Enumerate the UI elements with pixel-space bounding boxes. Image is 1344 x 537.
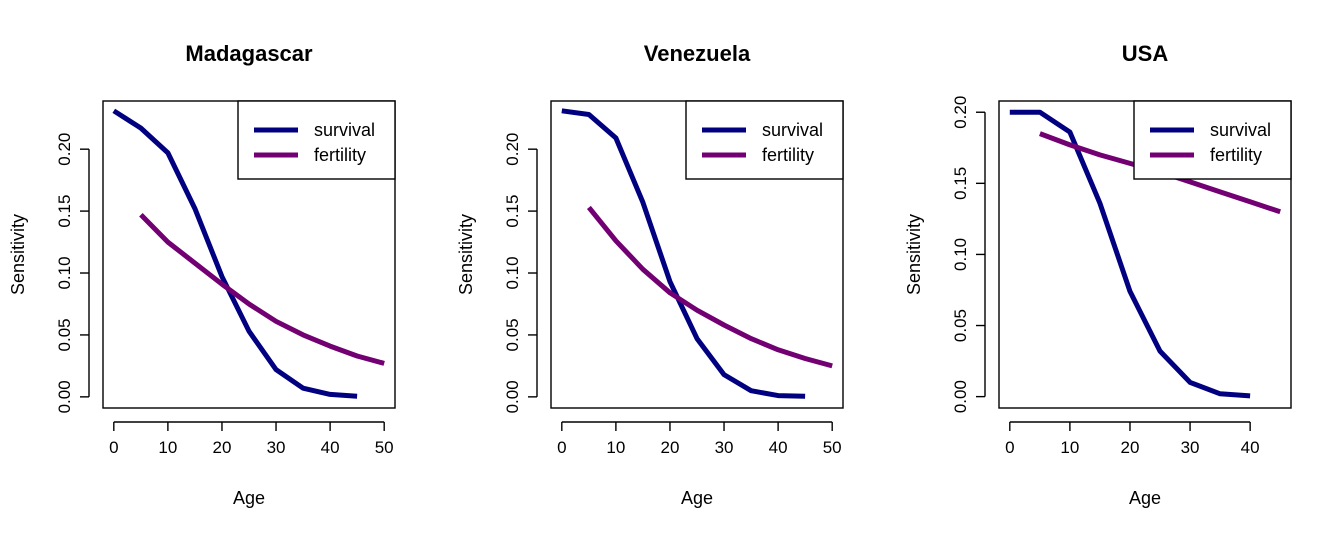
y-tick-label: 0.00 <box>503 380 522 413</box>
legend-box <box>685 100 844 180</box>
chart-panel-1: Madagascar 0 10 20 30 40 50 0.00 0.05 0.10 0.15 0.2… <box>8 41 396 508</box>
x-tick-label: 30 <box>267 438 286 457</box>
x-axis-label: Age <box>1129 488 1161 508</box>
legend-label-survival: survival <box>762 120 823 140</box>
x-tick-label: 0 <box>1005 438 1014 457</box>
x-tick-label: 20 <box>1121 438 1140 457</box>
legend-label-fertility: fertility <box>762 145 814 165</box>
x-tick-label: 0 <box>557 438 566 457</box>
x-tick-label: 50 <box>375 438 394 457</box>
series-line-fertility <box>139 213 385 366</box>
y-tick-label: 0.05 <box>951 309 970 342</box>
x-tick-label: 10 <box>1060 438 1079 457</box>
x-tick-label: 10 <box>606 438 625 457</box>
x-tick-label: 30 <box>715 438 734 457</box>
x-tick-label: 0 <box>109 438 118 457</box>
y-tick-label: 0.15 <box>55 195 74 228</box>
y-tick-label: 0.10 <box>55 256 74 289</box>
x-tick-label: 20 <box>661 438 680 457</box>
x-tick-label: 30 <box>1181 438 1200 457</box>
series-line-survival <box>561 108 806 399</box>
series-line-survival <box>1009 109 1251 399</box>
legend: survival fertility <box>685 100 844 180</box>
series-line-survival <box>112 108 358 399</box>
y-tick-label: 0.10 <box>503 256 522 289</box>
legend-label-survival: survival <box>314 120 375 140</box>
x-tick-label: 50 <box>823 438 842 457</box>
legend-label-survival: survival <box>1210 120 1271 140</box>
y-axis-label: Sensitivity <box>8 214 28 295</box>
series-line-fertility <box>586 205 833 369</box>
legend: survival fertility <box>1133 100 1292 180</box>
y-tick-label: 0.20 <box>951 96 970 129</box>
legend-label-fertility: fertility <box>1210 145 1262 165</box>
y-tick-label: 0.05 <box>503 318 522 351</box>
chart-title: Venezuela <box>644 41 751 66</box>
y-tick-label: 0.15 <box>503 195 522 228</box>
chart-panel-3: USA 0 10 20 30 40 0.00 0.05 0.10 0.15 0.20 Age Sensi… <box>904 41 1292 508</box>
x-tick-label: 20 <box>213 438 232 457</box>
y-tick-label: 0.10 <box>951 238 970 271</box>
x-tick-label: 40 <box>769 438 788 457</box>
y-tick-label: 0.00 <box>55 380 74 413</box>
y-tick-label: 0.00 <box>951 380 970 413</box>
y-axis-label: Sensitivity <box>456 214 476 295</box>
legend-box <box>1133 100 1292 180</box>
y-axis-label: Sensitivity <box>904 214 924 295</box>
y-tick-label: 0.20 <box>55 133 74 166</box>
y-tick-label: 0.05 <box>55 318 74 351</box>
x-tick-label: 40 <box>1241 438 1260 457</box>
x-tick-label: 10 <box>158 438 177 457</box>
chart-title: USA <box>1122 41 1169 66</box>
x-tick-label: 40 <box>321 438 340 457</box>
legend-box <box>237 100 396 180</box>
y-tick-label: 0.20 <box>503 133 522 166</box>
x-axis-label: Age <box>681 488 713 508</box>
legend: survival fertility <box>237 100 396 180</box>
chart-title: Madagascar <box>185 41 313 66</box>
y-tick-label: 0.15 <box>951 167 970 200</box>
legend-label-fertility: fertility <box>314 145 366 165</box>
chart-panel-2: Venezuela 0 10 20 30 40 50 0.00 0.05 0.10 0.15 0.20… <box>456 41 844 508</box>
x-axis-label: Age <box>233 488 265 508</box>
